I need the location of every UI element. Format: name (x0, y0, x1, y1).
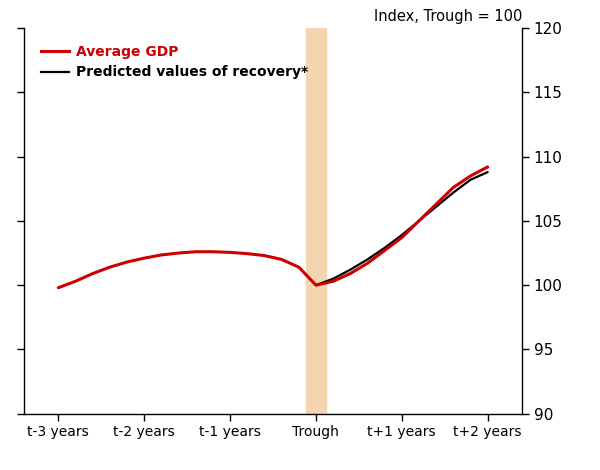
Legend: Average GDP, Predicted values of recovery*: Average GDP, Predicted values of recover… (36, 39, 314, 85)
Bar (305, 28, 326, 414)
Text: Index, Trough = 100: Index, Trough = 100 (374, 9, 522, 24)
